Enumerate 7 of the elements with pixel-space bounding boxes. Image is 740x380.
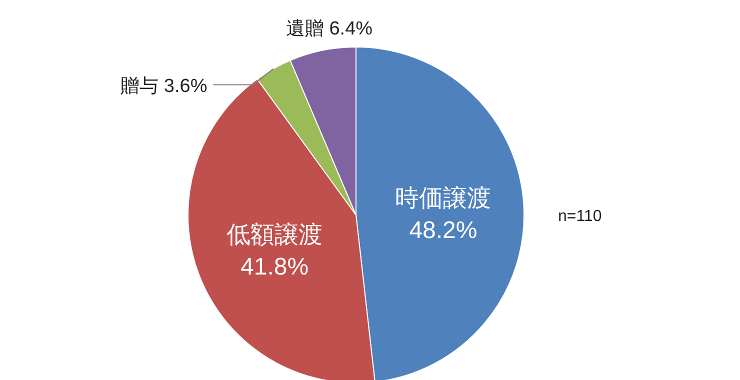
slice-label: 低額譲渡 [226, 222, 323, 249]
slice-label: 贈与 3.6% [120, 76, 208, 97]
slice-label: 時価譲渡 [395, 185, 492, 212]
data-label: 41.8% [240, 254, 309, 281]
text: n=110 [558, 208, 602, 225]
data-label: 48.2% [409, 217, 478, 244]
slice-label: 遺贈 6.4% [286, 18, 373, 40]
